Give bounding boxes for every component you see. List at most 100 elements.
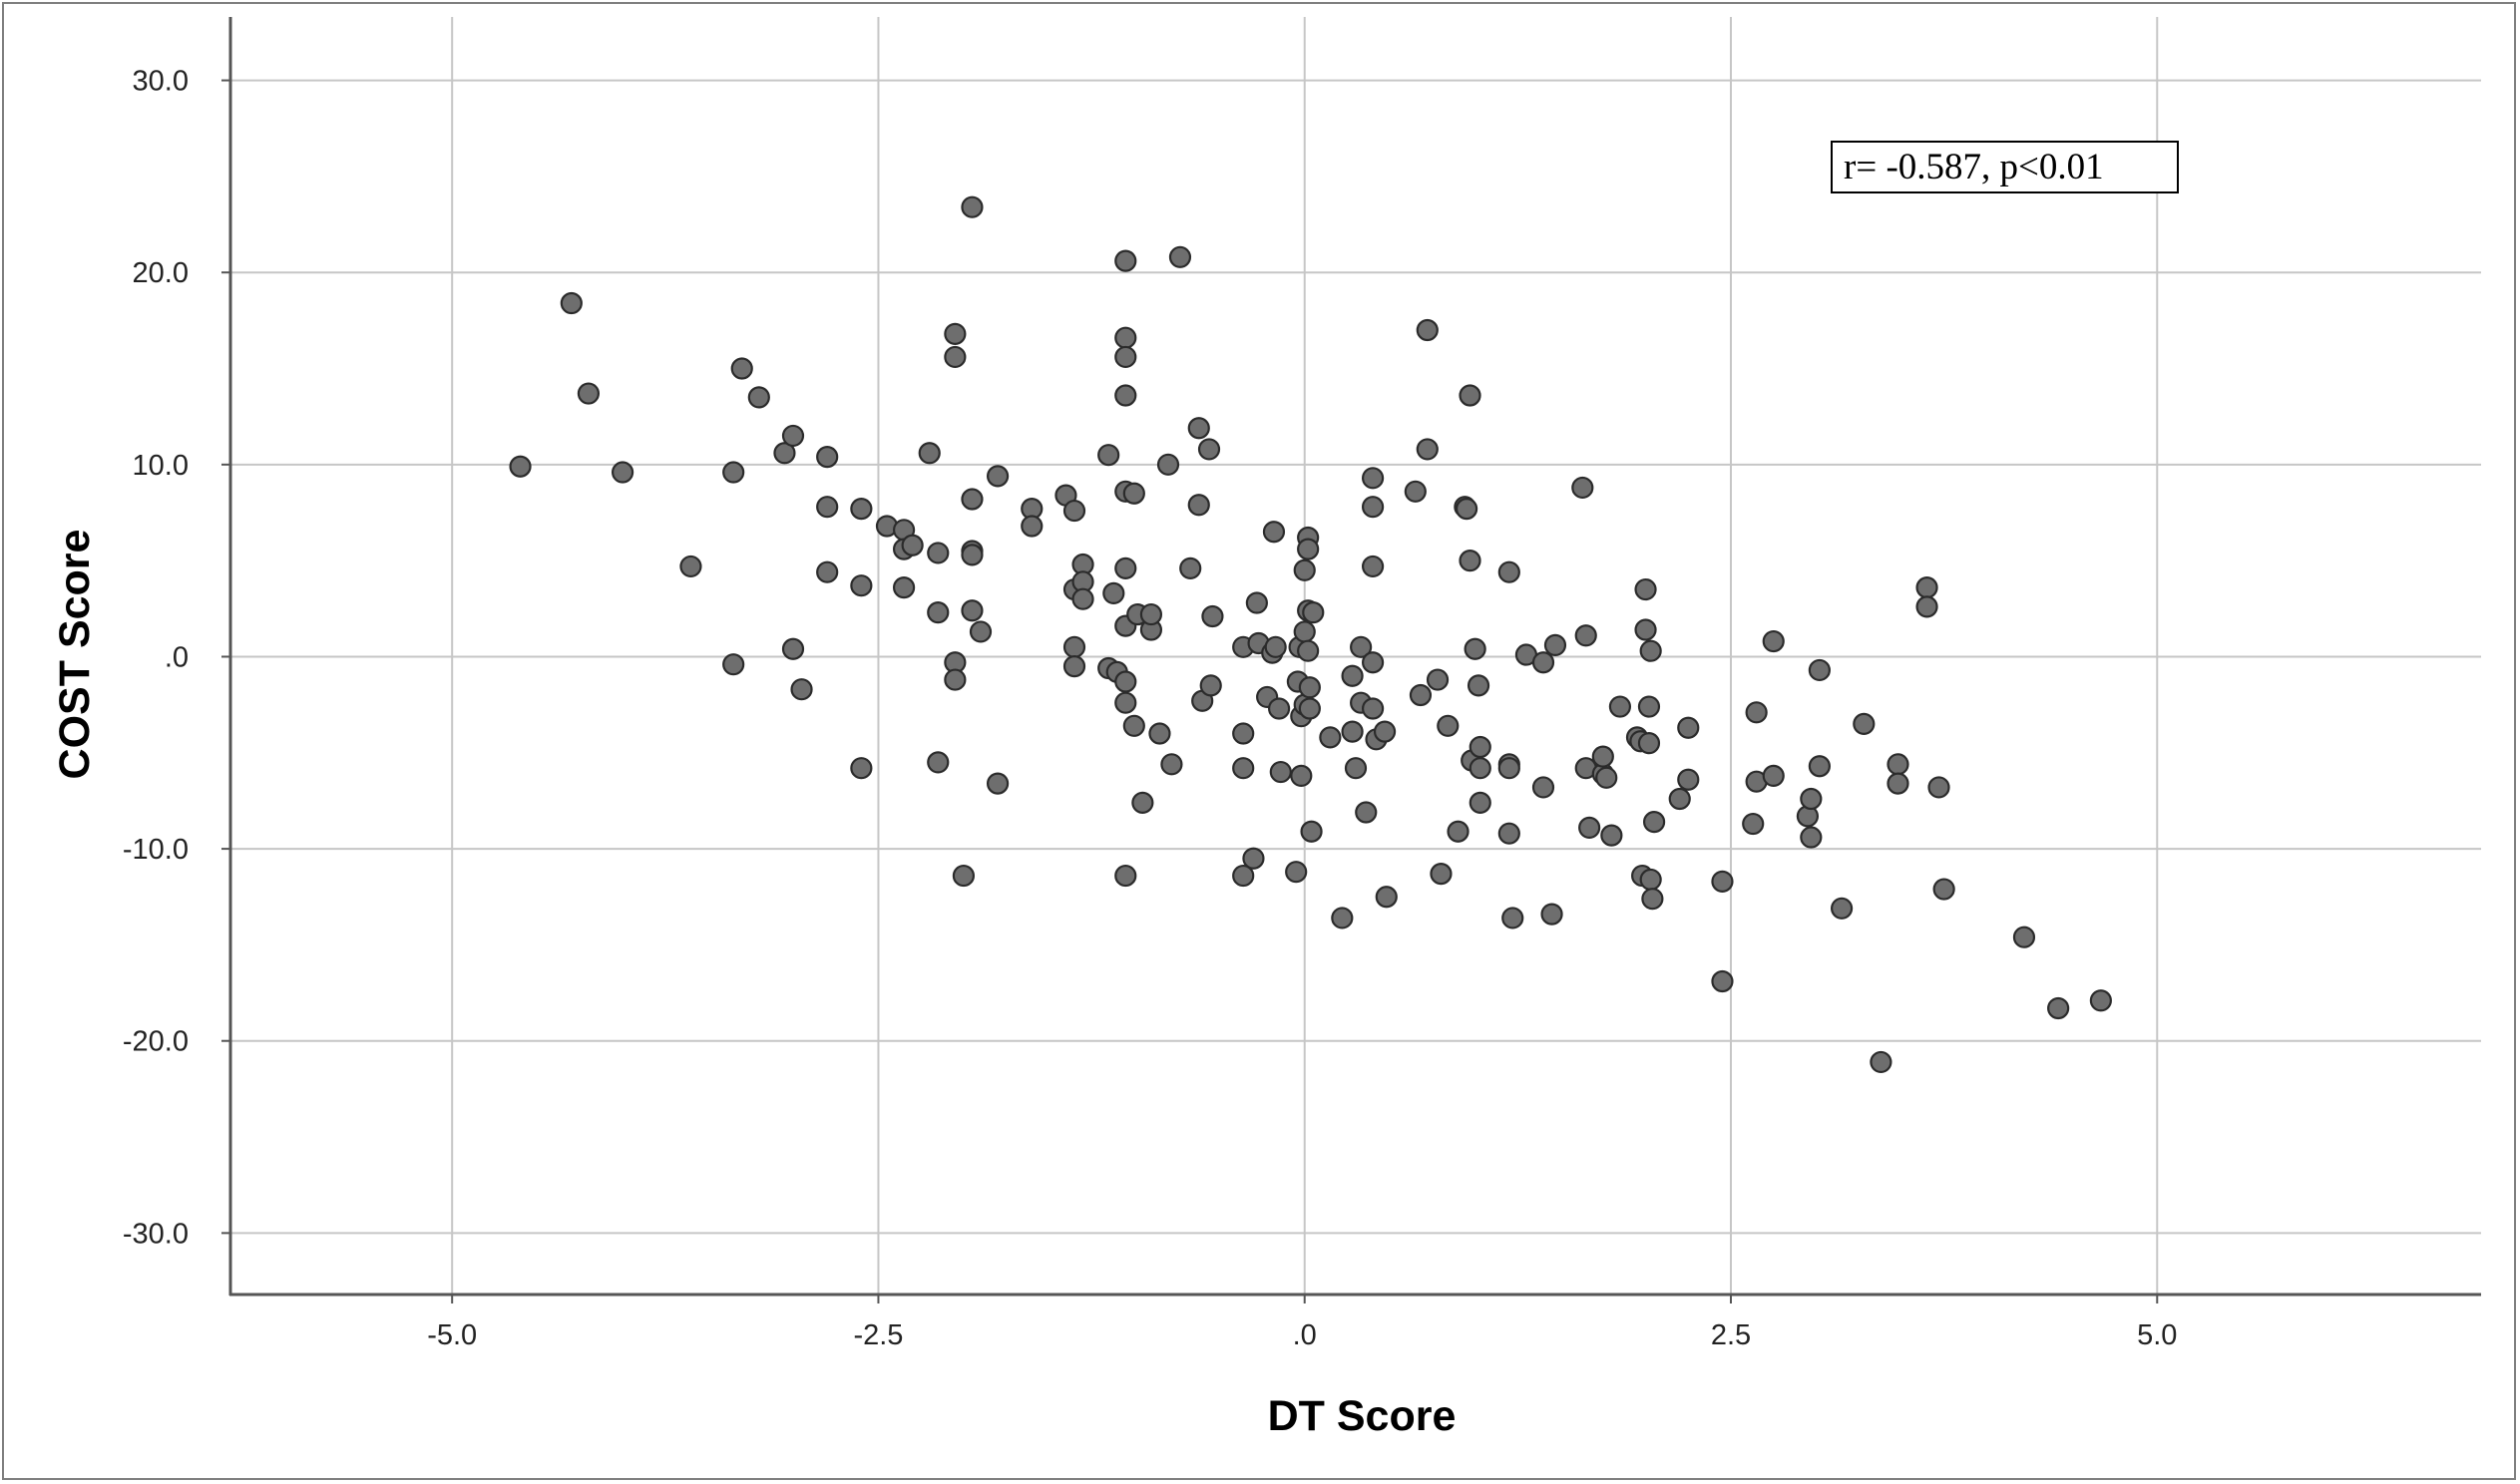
data-point (1262, 521, 1286, 544)
data-point (1201, 604, 1224, 628)
data-point (927, 542, 950, 564)
data-point (1677, 716, 1700, 739)
data-point (944, 668, 967, 691)
data-point (1160, 753, 1183, 776)
data-point (1430, 863, 1453, 886)
data-point (1102, 581, 1125, 604)
data-point (1168, 245, 1192, 268)
data-point (781, 637, 805, 660)
data-point (1269, 760, 1292, 784)
y-tick-label: .0 (165, 641, 189, 673)
data-point (1114, 556, 1137, 579)
y-tick-label: -10.0 (123, 834, 189, 866)
data-point (1711, 969, 1734, 993)
x-tick-labels: -5.0 -2.5 .0 2.5 5.0 (427, 1319, 2177, 1351)
data-point (1501, 907, 1524, 929)
data-point (986, 465, 1010, 488)
data-point (1540, 903, 1563, 926)
data-point (1341, 720, 1364, 743)
x-tick-label: .0 (1293, 1319, 1317, 1351)
data-point (1497, 822, 1520, 845)
y-tick-label: 30.0 (133, 66, 189, 98)
data-point (1062, 499, 1086, 523)
data-point (1543, 633, 1567, 657)
annotation-text: r= -0.587, p<0.01 (1844, 147, 2104, 187)
data-point (961, 488, 984, 511)
data-point (773, 442, 796, 465)
data-point (1297, 639, 1320, 662)
data-point (1122, 714, 1145, 737)
data-point (1264, 635, 1287, 658)
data-point (850, 574, 873, 597)
data-point (1853, 712, 1876, 735)
data-point (969, 620, 993, 643)
data-point (1071, 587, 1094, 610)
data-point (1361, 555, 1385, 578)
data-point (1331, 907, 1354, 929)
data-point (1642, 811, 1666, 834)
y-axis-title: COST Score (51, 530, 99, 780)
data-point (1641, 888, 1664, 911)
data-point (1455, 498, 1478, 521)
data-point (730, 357, 753, 380)
data-point (1915, 576, 1938, 599)
data-point (850, 498, 873, 521)
data-point (1469, 735, 1491, 759)
data-point (1578, 816, 1601, 840)
data-point (1634, 577, 1657, 601)
data-point (1062, 635, 1086, 658)
data-point (1497, 757, 1520, 780)
correlation-annotation: r= -0.587, p<0.01 (1831, 141, 2179, 193)
data-point (1639, 868, 1662, 892)
data-point (1114, 345, 1137, 369)
data-point (1021, 515, 1044, 538)
data-point (1887, 772, 1909, 795)
data-point (1426, 668, 1450, 691)
data-point (1062, 654, 1086, 678)
data-point (1267, 697, 1291, 720)
data-point (1290, 764, 1313, 787)
data-point (927, 601, 950, 624)
data-point (781, 424, 805, 448)
data-point (1800, 826, 1823, 849)
data-point (509, 455, 532, 478)
data-point (1156, 453, 1180, 476)
data-point (1114, 670, 1137, 693)
data-point (1497, 560, 1520, 583)
data-point (1762, 764, 1785, 787)
data-point (816, 446, 839, 469)
data-point (1608, 695, 1632, 718)
data-points (509, 195, 2112, 1074)
data-point (1600, 824, 1623, 847)
y-tick-labels: 30.0 20.0 10.0 .0 -10.0 -20.0 -30.0 (123, 66, 189, 1251)
data-point (1300, 820, 1323, 843)
data-point (1199, 674, 1222, 697)
data-point (1097, 444, 1120, 467)
y-tick-label: 10.0 (133, 450, 189, 482)
data-point (1595, 766, 1618, 789)
data-point (2089, 989, 2112, 1012)
x-tick-label: -2.5 (853, 1319, 903, 1351)
data-point (1634, 618, 1657, 641)
data-point (1668, 787, 1691, 811)
data-point (577, 382, 601, 405)
data-point (1830, 897, 1854, 920)
data-point (1114, 249, 1137, 272)
data-point (1114, 691, 1137, 714)
data-point (1531, 651, 1555, 674)
x-axis-title: DT Score (1268, 1392, 1457, 1440)
data-point (816, 560, 839, 583)
data-point (1808, 658, 1831, 682)
data-point (986, 772, 1010, 795)
data-point (1416, 318, 1439, 342)
data-point (1341, 664, 1364, 687)
data-point (1571, 476, 1594, 500)
data-point (952, 864, 976, 888)
data-point (901, 534, 924, 556)
data-point (1344, 757, 1368, 780)
data-point (961, 544, 984, 566)
data-point (1742, 812, 1765, 836)
data-point (1361, 651, 1385, 674)
data-point (1711, 870, 1734, 893)
